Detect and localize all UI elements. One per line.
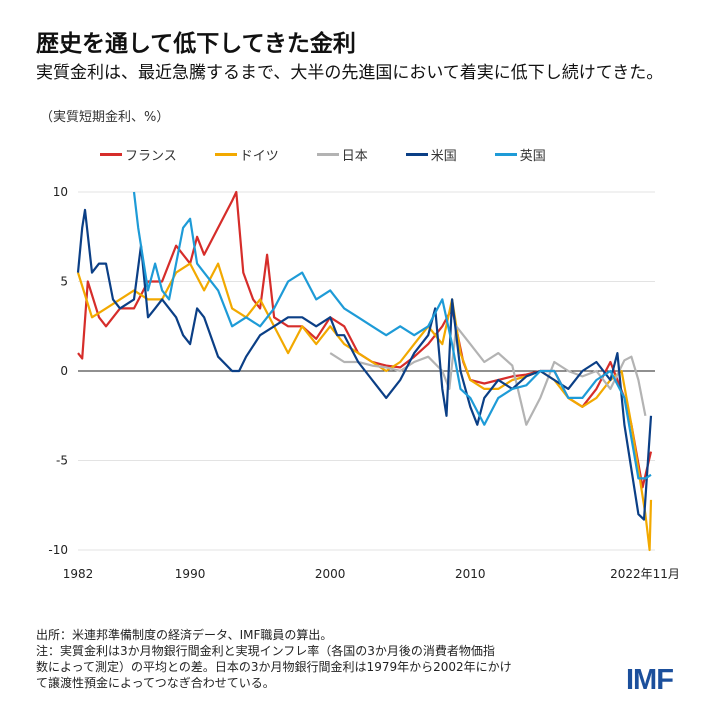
note-line: 注：実質金利は3か月物銀行間金利と実現インフレ率（各国の3か月後の消費者物価指 [36,644,495,658]
chart-title: 歴史を通して低下してきた金利 [36,31,356,57]
note-line: 数によって測定）の平均との差。日本の3か月物銀行間金利は1979年から2002年… [36,660,512,674]
x-tick-label: 2000 [315,567,346,581]
legend-item: 英国 [494,145,546,164]
y-tick-label: -5 [56,454,68,468]
note-line: て譲渡性預金によってつなぎ合わせている。 [36,676,275,690]
legend: フランス ドイツ 日本 米国 英国 [100,145,584,164]
x-tick-label: 2022年11月 [610,567,680,581]
legend-label: 米国 [430,149,457,164]
imf-logo: IMF [626,664,674,696]
unit-label: （実質短期金利、%） [40,110,170,125]
y-tick-label: 0 [60,364,68,378]
x-tick-label: 1990 [175,567,206,581]
legend-swatch [100,153,122,156]
legend-item: 日本 [316,145,368,164]
series-line-米国 [76,208,653,521]
series-line-英国 [132,191,652,480]
y-tick-label: 10 [53,185,68,199]
series-line-フランス [77,190,653,489]
source-notes: 出所：米連邦準備制度の経済データ、IMF職員の算出。 注：実質金利は3か月物銀行… [36,627,596,691]
y-tick-label: 5 [60,275,68,289]
x-tick-label: 1982 [63,567,94,581]
legend-item: 米国 [405,145,457,164]
legend-swatch [405,153,428,156]
legend-item: ドイツ [214,145,279,164]
y-tick-label: -10 [48,543,68,557]
legend-swatch [494,153,517,156]
legend-label: 日本 [341,149,368,164]
line-chart: 10 5 0 -5 -10 1982 1990 2000 2010 2022年11月 [48,185,680,581]
legend-label: フランス [125,149,177,164]
source-line: 出所：米連邦準備制度の経済データ、IMF職員の算出。 [36,628,333,642]
legend-swatch [316,153,339,156]
chart-subtitle: 実質金利は、最近急騰するまで、大半の先進国において着実に低下し続けてきた。 [36,63,664,83]
series-line-ドイツ [76,262,653,552]
legend-swatch [214,153,237,156]
legend-item: フランス [100,145,177,164]
series-line-日本 [329,325,647,426]
legend-label: 英国 [519,149,546,164]
legend-label: ドイツ [239,149,279,164]
x-tick-label: 2010 [455,567,486,581]
